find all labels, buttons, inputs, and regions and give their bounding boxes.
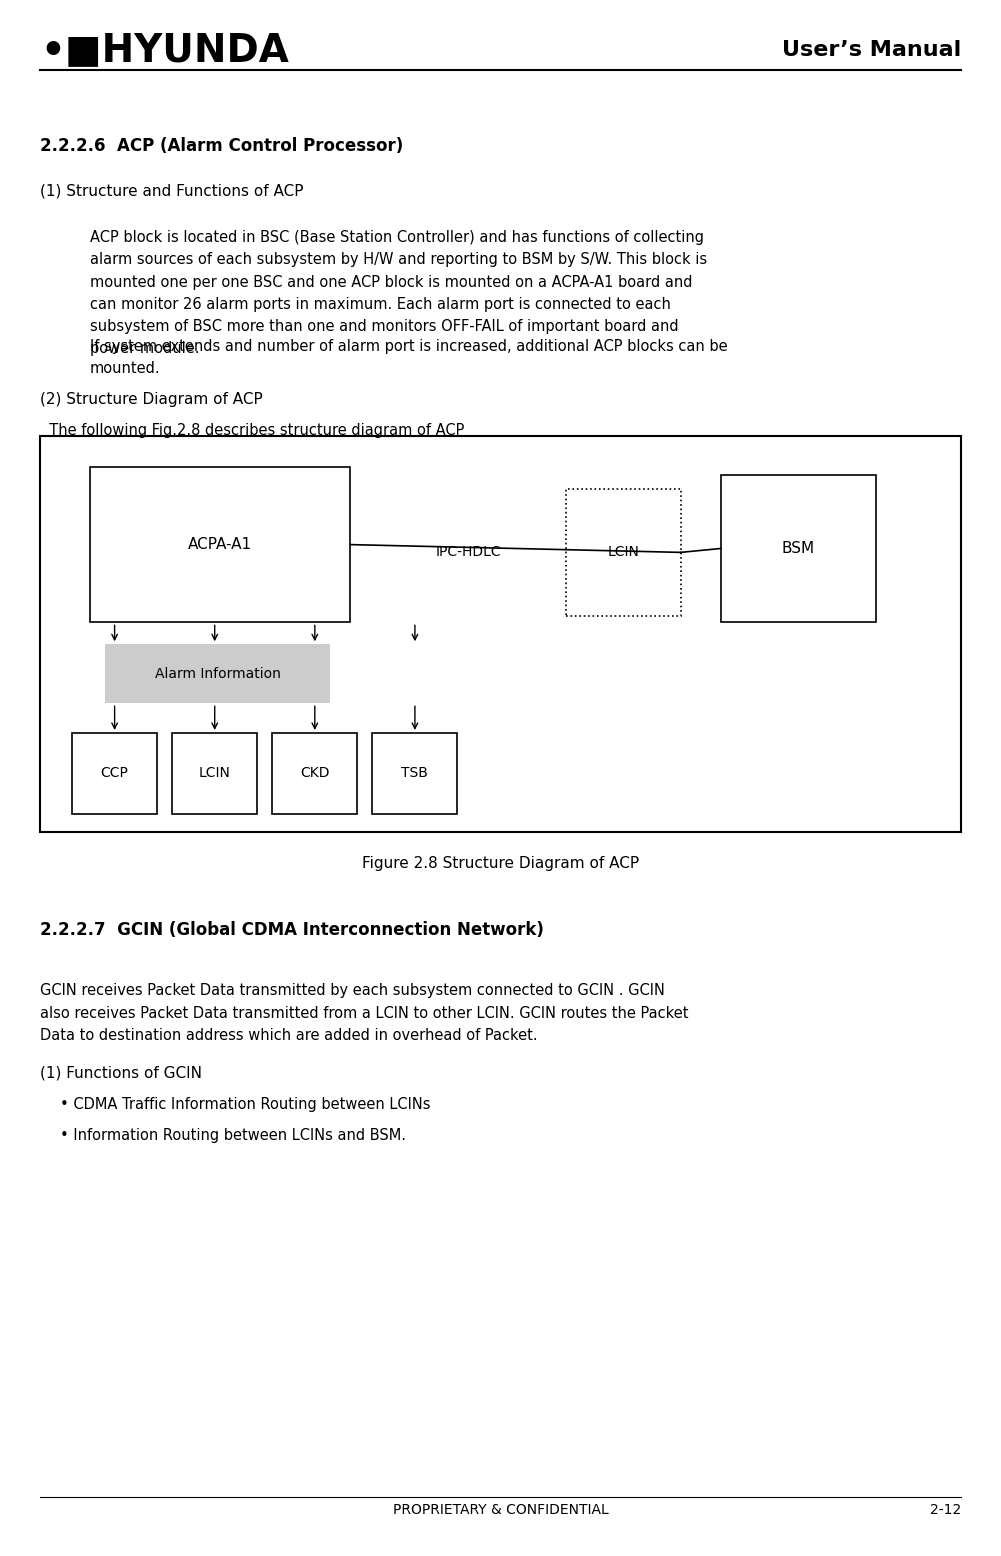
Text: CKD: CKD (300, 767, 329, 780)
Text: IPC-HDLC: IPC-HDLC (435, 546, 502, 559)
Text: • Information Routing between LCINs and BSM.: • Information Routing between LCINs and … (60, 1128, 406, 1144)
Text: (1) Structure and Functions of ACP: (1) Structure and Functions of ACP (40, 184, 303, 199)
Bar (90, 467, 350, 622)
Text: CCP: CCP (101, 767, 128, 780)
Bar (72, 733, 157, 814)
Text: LCIN: LCIN (608, 546, 639, 559)
Bar (172, 733, 257, 814)
Text: (2) Structure Diagram of ACP: (2) Structure Diagram of ACP (40, 392, 263, 408)
Text: 2.2.2.6  ACP (Alarm Control Processor): 2.2.2.6 ACP (Alarm Control Processor) (40, 137, 403, 156)
Text: Figure 2.8 Structure Diagram of ACP: Figure 2.8 Structure Diagram of ACP (362, 856, 639, 871)
Bar (272, 733, 357, 814)
Bar (372, 733, 457, 814)
Text: PROPRIETARY & CONFIDENTIAL: PROPRIETARY & CONFIDENTIAL (392, 1503, 609, 1517)
Text: The following Fig.2.8 describes structure diagram of ACP: The following Fig.2.8 describes structur… (40, 423, 464, 439)
Bar (566, 489, 681, 616)
Text: LCIN: LCIN (199, 767, 230, 780)
Text: • CDMA Traffic Information Routing between LCINs: • CDMA Traffic Information Routing betwe… (60, 1097, 430, 1113)
Bar (721, 475, 876, 622)
Text: (1) Functions of GCIN: (1) Functions of GCIN (40, 1066, 202, 1081)
Text: •■HYUNDA: •■HYUNDA (40, 31, 289, 68)
Text: TSB: TSB (401, 767, 428, 780)
Text: ACPA-A1: ACPA-A1 (188, 537, 252, 552)
Text: If system extends and number of alarm port is increased, additional ACP blocks c: If system extends and number of alarm po… (90, 339, 728, 377)
Text: 2.2.2.7  GCIN (Global CDMA Interconnection Network): 2.2.2.7 GCIN (Global CDMA Interconnectio… (40, 921, 544, 940)
Bar (105, 644, 330, 703)
Text: User’s Manual: User’s Manual (782, 40, 961, 59)
Text: BSM: BSM (782, 541, 815, 555)
Text: Alarm Information: Alarm Information (155, 668, 280, 680)
Bar (40, 436, 961, 832)
Text: ACP block is located in BSC (Base Station Controller) and has functions of colle: ACP block is located in BSC (Base Statio… (90, 230, 708, 356)
Text: GCIN receives Packet Data transmitted by each subsystem connected to GCIN . GCIN: GCIN receives Packet Data transmitted by… (40, 983, 689, 1043)
Text: 2-12: 2-12 (930, 1503, 961, 1517)
